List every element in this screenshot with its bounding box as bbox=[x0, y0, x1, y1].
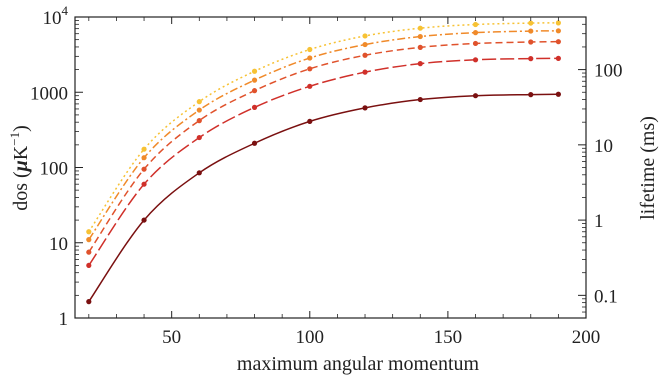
data-point bbox=[555, 91, 561, 97]
data-point bbox=[141, 146, 147, 152]
data-point bbox=[251, 140, 258, 146]
series-line bbox=[88, 57, 559, 266]
plot-frame bbox=[74, 16, 587, 319]
series-2 bbox=[86, 55, 561, 269]
series-line bbox=[88, 22, 559, 233]
data-point bbox=[141, 181, 147, 187]
series-1 bbox=[86, 91, 561, 305]
x-tick-label: 100 bbox=[296, 327, 325, 348]
data-point bbox=[555, 39, 561, 45]
data-point bbox=[251, 68, 258, 74]
data-point bbox=[307, 83, 313, 89]
data-point bbox=[472, 30, 479, 36]
data-point bbox=[141, 155, 147, 161]
data-point bbox=[555, 20, 561, 26]
data-point bbox=[251, 88, 258, 94]
data-point bbox=[417, 96, 423, 103]
data-point bbox=[196, 134, 202, 141]
data-point bbox=[555, 28, 561, 34]
series-layer bbox=[86, 20, 561, 305]
data-point bbox=[472, 93, 479, 99]
series-3 bbox=[86, 39, 561, 255]
series-line bbox=[88, 40, 559, 253]
y-left-tick-label: 104 bbox=[43, 3, 69, 29]
data-point bbox=[528, 56, 534, 62]
data-point bbox=[528, 20, 534, 26]
y-right-tick-label: 10 bbox=[594, 136, 613, 157]
data-point bbox=[196, 118, 202, 124]
data-point bbox=[417, 25, 423, 31]
y-axis-left-label: dos (μK−1) bbox=[7, 125, 32, 211]
y-left-tick-label: 100 bbox=[40, 159, 69, 180]
data-point bbox=[362, 52, 368, 58]
x-tick-label: 150 bbox=[434, 327, 463, 348]
data-point bbox=[196, 170, 202, 176]
data-point bbox=[141, 166, 147, 172]
series-5 bbox=[86, 20, 561, 235]
y-axis-right-label: lifetime (ms) bbox=[637, 116, 659, 220]
y-right-tick-label: 1 bbox=[594, 211, 604, 232]
data-point bbox=[86, 249, 92, 255]
data-point bbox=[196, 99, 202, 105]
data-point bbox=[362, 69, 368, 75]
x-tick-label: 50 bbox=[162, 327, 181, 348]
y-left-tick-label: 1000 bbox=[30, 83, 68, 104]
data-point bbox=[362, 105, 368, 111]
data-point bbox=[555, 55, 561, 61]
series-4 bbox=[86, 28, 561, 243]
series-line bbox=[88, 93, 559, 303]
data-point bbox=[307, 118, 313, 124]
data-point bbox=[417, 61, 423, 67]
data-point bbox=[307, 55, 313, 61]
plot-border bbox=[74, 16, 587, 319]
data-point bbox=[362, 41, 368, 48]
y-right-tick-label: 100 bbox=[594, 61, 623, 82]
x-axis-label: maximum angular momentum bbox=[237, 353, 480, 375]
data-point bbox=[141, 217, 147, 223]
data-point bbox=[417, 33, 423, 40]
data-point bbox=[307, 66, 313, 72]
data-point bbox=[307, 46, 313, 53]
data-point bbox=[86, 237, 92, 243]
data-point bbox=[251, 77, 258, 83]
series-line bbox=[88, 30, 559, 241]
data-point bbox=[417, 44, 423, 50]
data-point bbox=[472, 40, 479, 47]
y-left-tick-label: 1 bbox=[59, 309, 69, 330]
x-tick-label: 200 bbox=[572, 327, 601, 348]
data-point bbox=[528, 39, 534, 45]
data-point bbox=[86, 262, 92, 269]
data-point bbox=[86, 229, 92, 235]
y-right-tick-label: 0.1 bbox=[594, 286, 618, 307]
data-point bbox=[528, 92, 534, 98]
data-point bbox=[86, 299, 92, 305]
y-left-tick-label: 10 bbox=[49, 234, 68, 255]
data-point bbox=[472, 57, 479, 63]
data-point bbox=[472, 21, 479, 28]
data-point bbox=[362, 33, 368, 39]
data-point bbox=[528, 28, 534, 34]
data-point bbox=[196, 107, 202, 113]
tick-layer: 50 100 150 200 1 10 100 1000 104 0.1 1 10 100 bbox=[30, 3, 623, 348]
data-point bbox=[251, 104, 258, 110]
